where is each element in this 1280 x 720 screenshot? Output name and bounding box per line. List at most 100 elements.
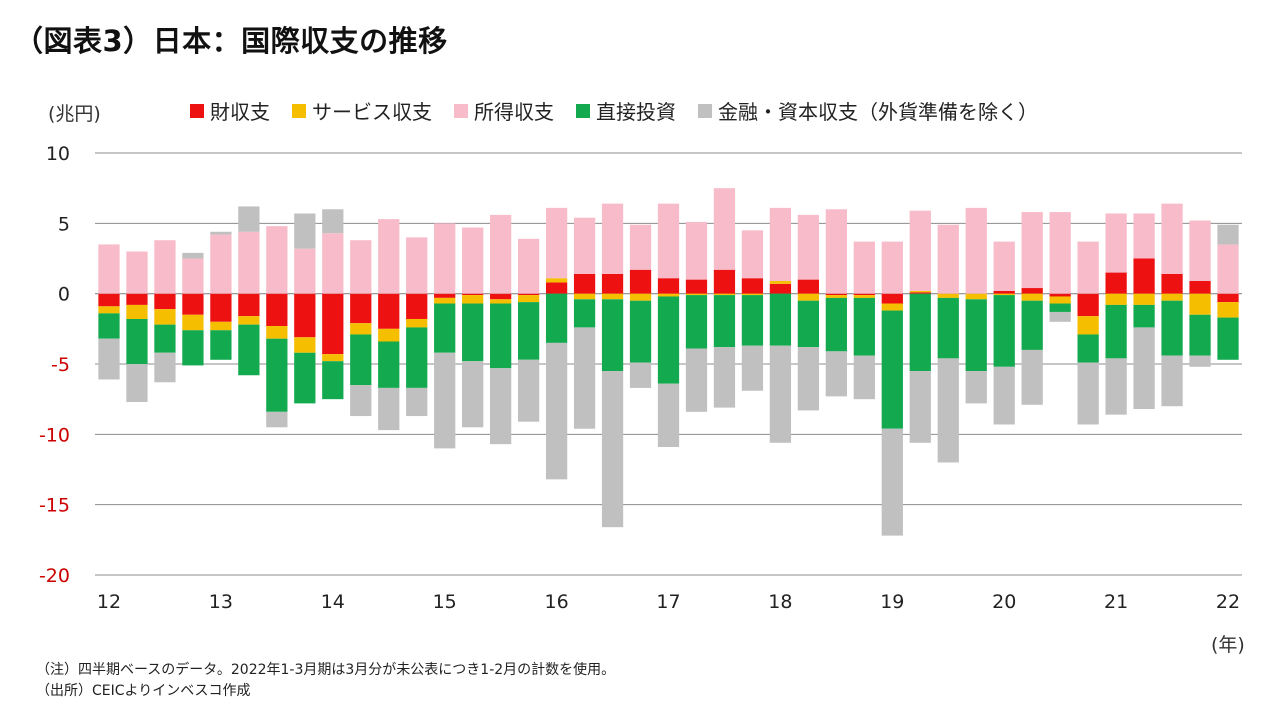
bar-segment-income-2013Q4: [294, 248, 316, 294]
bar-segment-services-2021Q3: [1161, 293, 1183, 301]
bar-segment-income-2019Q2: [909, 210, 931, 291]
x-tick-label: 14: [321, 591, 345, 613]
bar-segment-services-2018Q4: [853, 295, 875, 298]
bar-segment-services-2014Q3: [378, 328, 400, 342]
bar-segment-goods-2017Q1: [657, 278, 680, 294]
bar-segment-income-2016Q1: [545, 207, 568, 279]
bar-segment-income-2021Q1: [1105, 213, 1127, 273]
bar-segment-services-2019Q4: [965, 293, 987, 300]
y-tick-label: -10: [39, 424, 70, 446]
bar-segment-fdi-2021Q3: [1161, 300, 1183, 356]
bar-segment-goods-2020Q3: [1049, 293, 1071, 297]
bar-segment-goods-2012Q2: [126, 293, 148, 305]
bar-segment-goods-2019Q1: [881, 293, 903, 304]
bar-segment-services-2016Q4: [629, 293, 652, 301]
bar-segment-income-2019Q1: [881, 241, 903, 294]
bar-segment-financial-2018Q4: [853, 355, 875, 400]
bar-segment-income-2018Q2: [797, 214, 820, 280]
bar-segment-goods-2018Q1: [769, 283, 792, 294]
bar-segment-income-2012Q3: [154, 240, 176, 294]
bar-segment-services-2013Q2: [238, 316, 260, 325]
bar-segment-goods-2020Q1: [993, 290, 1015, 294]
bar-segment-income-2017Q3: [713, 188, 736, 270]
bar-segment-goods-2018Q2: [797, 279, 820, 294]
bar-segment-services-2021Q2: [1133, 293, 1155, 305]
bar-segment-fdi-2017Q4: [741, 295, 764, 346]
bar-segment-fdi-2018Q2: [797, 300, 820, 348]
bar-segment-services-2019Q3: [937, 293, 959, 298]
bar-segment-financial-2016Q3: [601, 371, 624, 528]
bar-segment-fdi-2012Q4: [182, 330, 204, 366]
bar-segment-fdi-2013Q2: [238, 324, 260, 376]
bar-segment-services-2016Q2: [573, 293, 596, 300]
bar-segment-income-2019Q3: [937, 224, 959, 294]
bar-segment-income-2017Q4: [741, 230, 764, 279]
bar-segment-financial-2015Q3: [490, 368, 512, 445]
bar-segment-fdi-2019Q2: [909, 293, 931, 372]
bar-segment-income-2020Q4: [1077, 241, 1099, 294]
bar-segment-financial-2019Q2: [909, 371, 931, 443]
bar-segment-services-2012Q4: [182, 314, 204, 331]
bar-segment-income-2020Q3: [1049, 212, 1071, 294]
bar-segment-financial-2020Q4: [1077, 362, 1099, 425]
bar-segment-fdi-2015Q2: [462, 303, 484, 362]
bar-segment-fdi-2020Q1: [993, 295, 1015, 367]
bar-segment-services-2017Q2: [685, 293, 708, 296]
bar-segment-services-2018Q3: [825, 295, 847, 298]
bar-segment-goods-2017Q4: [741, 278, 764, 294]
legend-label-goods: 財収支: [210, 100, 270, 124]
legend-item-goods: 財収支: [190, 96, 270, 125]
bar-segment-fdi-2022Q1: [1217, 317, 1239, 360]
legend-item-services: サービス収支: [292, 96, 432, 125]
bar-segment-goods-2013Q1: [210, 293, 232, 322]
bar-segment-goods-2016Q4: [629, 269, 652, 294]
bar-segment-financial-2012Q2: [126, 364, 148, 402]
legend-label-financial: 金融・資本収支（外貨準備を除く）: [718, 100, 1038, 124]
bar-segment-financial-2012Q4: [182, 252, 204, 259]
bar-segment-financial-2017Q3: [713, 347, 736, 408]
x-axis-ticks: 12 13 14 15 16 17 18 19 20 21 22: [97, 591, 1240, 613]
y-tick-label: 10: [46, 143, 70, 165]
bar-segment-fdi-2018Q1: [769, 293, 792, 346]
bar-segment-fdi-2012Q3: [154, 324, 176, 353]
bar-segment-income-2012Q2: [126, 251, 148, 294]
source-note: （出所）CEICよりインベスコ作成: [36, 683, 251, 699]
x-tick-label: 15: [433, 591, 457, 613]
bar-segment-income-2013Q2: [238, 231, 260, 294]
bar-segment-fdi-2020Q2: [1021, 300, 1043, 350]
page-title: （図表3）日本：国際収支の推移: [14, 24, 448, 58]
bar-segment-financial-2020Q3: [1049, 311, 1071, 322]
bar-segment-fdi-2014Q1: [322, 361, 344, 400]
bar-segment-financial-2018Q1: [769, 345, 792, 443]
bar-segment-fdi-2013Q1: [210, 330, 232, 360]
bar-segment-goods-2021Q3: [1161, 273, 1183, 294]
bar-segment-financial-2018Q2: [797, 347, 820, 411]
bar-segment-income-2016Q4: [629, 224, 652, 270]
bar-segment-income-2018Q1: [769, 207, 792, 282]
gray-square-icon: [698, 103, 712, 118]
bar-segment-goods-2012Q4: [182, 293, 204, 315]
bar-segment-financial-2013Q2: [238, 206, 260, 232]
bar-segment-services-2012Q2: [126, 304, 148, 319]
bar-segment-services-2015Q1: [434, 297, 456, 304]
bar-segment-income-2018Q4: [853, 241, 875, 294]
bar-segment-financial-2019Q4: [965, 371, 987, 404]
x-tick-label: 22: [1216, 591, 1240, 613]
bar-segment-financial-2014Q2: [350, 385, 372, 417]
bar-segment-goods-2014Q3: [378, 293, 400, 329]
bar-segment-financial-2015Q2: [462, 361, 484, 428]
bar-segment-fdi-2017Q1: [657, 296, 680, 384]
bar-segment-goods-2020Q4: [1077, 293, 1099, 317]
bar-segment-fdi-2020Q3: [1049, 303, 1071, 312]
y-tick-label: -20: [39, 565, 70, 587]
bar-segment-financial-2017Q4: [741, 345, 764, 391]
bar-segment-services-2022Q1: [1217, 302, 1239, 318]
bar-segment-goods-2015Q1: [434, 293, 456, 298]
bar-segment-fdi-2016Q3: [601, 299, 624, 372]
bar-segment-goods-2021Q2: [1133, 258, 1155, 294]
pink-square-icon: [454, 103, 468, 118]
bar-segment-goods-2015Q4: [517, 293, 540, 296]
y-axis-label: (兆円): [48, 103, 101, 125]
y-axis-ticks: 10 5 0 -5 -10 -15 -20: [39, 143, 70, 587]
